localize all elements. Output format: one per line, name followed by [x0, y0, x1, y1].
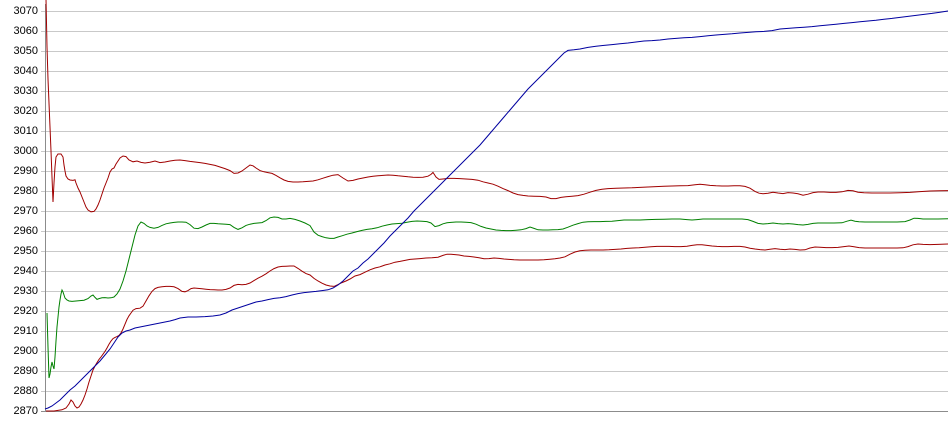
red-upper-line [45, 0, 949, 213]
y-axis-tick-label: 2980 [13, 185, 38, 197]
y-axis-tick-label: 2910 [13, 325, 38, 337]
red-lower-line [46, 243, 949, 412]
y-axis-tick-label: 3030 [13, 85, 38, 97]
y-axis-tick-label: 2920 [13, 305, 38, 317]
y-axis-tick-label: 2870 [13, 405, 38, 417]
y-axis-tick-label: 2950 [13, 245, 38, 257]
y-axis-tick-label: 3050 [13, 45, 38, 57]
y-axis-tick-label: 3060 [13, 25, 38, 37]
y-axis-tick-label: 3010 [13, 125, 38, 137]
blue-rising-line [44, 10, 949, 410]
y-axis-tick-label: 2900 [13, 345, 38, 357]
y-axis-tick-label: 2930 [13, 285, 38, 297]
y-axis-tick-label: 2960 [13, 225, 38, 237]
y-axis-tick-label: 3070 [13, 5, 38, 17]
y-axis-tick-label: 3000 [13, 145, 38, 157]
y-axis-tick-label: 2880 [13, 385, 38, 397]
y-axis-tick-label: 3040 [13, 65, 38, 77]
y-axis-tick-label: 2970 [13, 205, 38, 217]
y-axis-tick-label: 2990 [13, 165, 38, 177]
green-middle-line [46, 216, 949, 379]
y-axis-tick-label: 2940 [13, 265, 38, 277]
y-axis-tick-label: 2890 [13, 365, 38, 377]
y-axis-tick-label: 3020 [13, 105, 38, 117]
